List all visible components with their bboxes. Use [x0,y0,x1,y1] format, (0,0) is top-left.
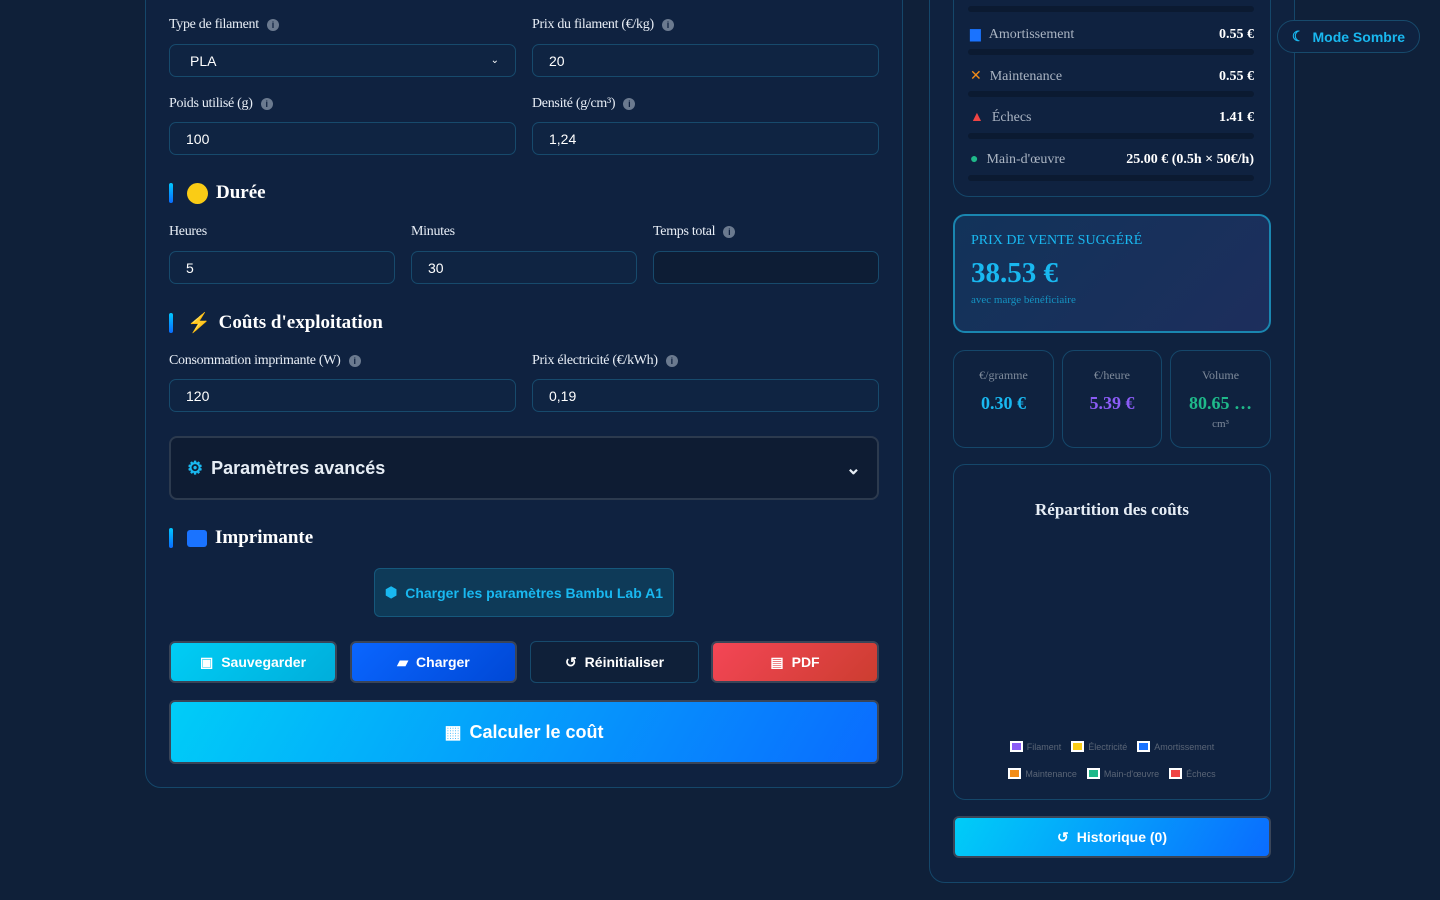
load-button[interactable]: ▰ Charger [350,641,517,683]
cost-per-gram-card: €/gramme 0.30 € [953,350,1054,448]
minutes-label: Minutes [411,224,455,239]
chevron-down-icon: ⌄ [845,457,861,478]
total-time-label: Temps total i [653,224,736,240]
minutes-input[interactable]: 30 [411,251,637,284]
history-icon: ↺ [1057,828,1069,845]
load-bambu-preset-button[interactable]: ⬢ Charger les paramètres Bambu Lab A1 [374,568,674,617]
chevron-down-icon: ⌄ [490,55,499,66]
suggested-price-card: PRIX DE VENTE SUGGÉRÉ 38.53 € avec marge… [953,214,1271,333]
info-icon[interactable]: i [260,98,273,110]
legend-item[interactable]: Maintenance [1008,768,1077,779]
weight-input[interactable]: 100 [169,122,516,155]
density-input[interactable]: 1,24 [532,122,879,155]
legend-item[interactable]: Amortissement [1137,741,1214,752]
density-label: Densité (g/cm³) i [532,96,636,112]
cost-row-maintenance: ✕ Maintenance 0.55 € [970,68,1254,85]
lightning-icon: ⚡ [187,313,211,334]
hours-input[interactable]: 5 [169,251,395,284]
warning-icon: ▲ [970,110,984,125]
operating-costs-heading: ⚡ Coûts d'exploitation [169,311,383,335]
moon-icon: ☾ [1291,28,1305,44]
filament-price-input[interactable]: 20 [532,44,879,77]
cost-row-failures: ▲ Échecs 1.41 € [970,110,1254,125]
printer-icon: ▆ [970,27,981,42]
volume-card: Volume 80.65 … cm³ [1170,350,1271,448]
cube-icon: ⬢ [384,584,398,600]
tools-icon: ✕ [970,69,982,84]
legend-item[interactable]: Filament [1009,741,1062,752]
printer-heading: Imprimante [169,527,313,549]
chart-legend: Filament Électricité Amortissement Maintena… [974,741,1250,779]
chart-title: Répartition des coûts [1035,500,1189,519]
info-icon[interactable]: i [348,355,361,367]
info-icon[interactable]: i [661,19,674,31]
pdf-button[interactable]: ▤ PDF [711,641,879,683]
legend-label: Électricité [1088,741,1128,752]
save-button[interactable]: ▣ Sauvegarder [169,641,337,683]
reset-button[interactable]: ↺ Réinitialiser [530,641,699,683]
advanced-settings-toggle[interactable]: ⚙ Paramètres avancés ⌄ [169,436,879,500]
history-button[interactable]: ↺ Historique (0) [953,816,1271,858]
legend-label: Échecs [1186,768,1216,779]
clock-icon [187,182,208,204]
electricity-price-label: Prix électricité (€/kWh) i [532,353,678,369]
suggested-price-note: avec marge bénéficiaire [971,294,1076,306]
info-icon[interactable]: i [723,226,736,238]
cost-breakdown-list [953,0,1271,197]
cost-distribution-chart: Répartition des coûts Filament Électricit… [953,464,1271,800]
worker-icon: ● [970,152,979,167]
undo-icon: ↺ [564,653,577,670]
hours-label: Heures [169,224,207,239]
legend-label: Filament [1026,741,1062,752]
filament-price-label: Prix du filament (€/kg) i [532,17,674,33]
calculate-button[interactable]: ▦ Calculer le coût [169,700,879,764]
legend-swatch [1008,768,1022,779]
info-icon[interactable]: i [623,98,636,110]
legend-label: Main-d'œuvre [1103,768,1160,779]
printer-icon [187,529,207,547]
duration-heading: Durée [169,182,266,204]
suggested-price-value: 38.53 € [971,257,1058,289]
legend-item[interactable]: Échecs [1169,768,1216,779]
info-icon[interactable]: i [266,19,279,31]
legend-label: Amortissement [1154,741,1215,752]
legend-swatch [1086,768,1100,779]
legend-swatch [1009,741,1023,752]
electricity-price-input[interactable]: 0,19 [532,379,879,412]
filament-type-label: Type de filament i [169,17,279,33]
calculator-icon: ▦ [444,721,462,742]
suggested-price-title: PRIX DE VENTE SUGGÉRÉ [971,233,1143,248]
legend-label: Maintenance [1025,768,1077,779]
cost-row-amortization: ▆ Amortissement 0.55 € [970,26,1254,43]
save-icon: ▣ [199,653,214,670]
theme-toggle-button[interactable]: ☾ Mode Sombre [1277,20,1420,53]
folder-open-icon: ▰ [397,653,409,670]
power-input[interactable]: 120 [169,379,516,412]
file-pdf-icon: ▤ [770,653,784,670]
info-icon[interactable]: i [665,355,678,367]
legend-swatch [1169,768,1183,779]
legend-item[interactable]: Électricité [1071,741,1127,752]
filament-type-select[interactable]: PLA ⌄ [169,44,516,77]
legend-item[interactable]: Main-d'œuvre [1086,768,1160,779]
cost-row-labor: ● Main-d'œuvre 25.00 € (0.5h × 50€/h) [970,152,1254,167]
weight-label: Poids utilisé (g) i [169,96,273,112]
total-time-output [653,251,879,284]
legend-swatch [1071,741,1085,752]
gear-icon: ⚙ [187,457,204,478]
legend-swatch [1137,741,1151,752]
cost-per-hour-card: €/heure 5.39 € [1062,350,1162,448]
power-label: Consommation imprimante (W) i [169,353,361,369]
